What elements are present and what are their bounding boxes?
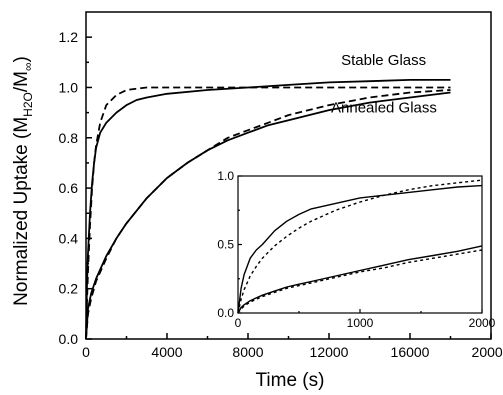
y-axis-title-part-2: /M	[11, 71, 32, 92]
annotation-stable-glass: Stable Glass	[341, 52, 426, 69]
inset-y-tick-label: 0.5	[217, 238, 234, 252]
main-y-tick-label: 0.6	[59, 180, 79, 196]
inset-series-1-dashed	[237, 179, 483, 314]
main-y-tick-label: 1.2	[59, 29, 79, 45]
y-axis-title: Normalized Uptake (MH2O/M∞)	[11, 56, 35, 306]
annotation-annealed-glass: Annealed Glass	[331, 100, 437, 117]
main-y-tick-label: 0.0	[59, 331, 79, 347]
inset-x-tick-label: 0	[235, 316, 242, 330]
main-y-tick-label: 1.0	[59, 79, 79, 95]
y-axis-title-part-1: Normalized Uptake (M	[11, 117, 32, 306]
y-axis-title-subscript: H2O	[21, 92, 35, 117]
main-series-3-dashed	[85, 89, 451, 340]
main-x-tick-label: 4000	[151, 344, 182, 360]
inset-plot: 0 1000 2000 0.0 0.5 1.0	[217, 169, 495, 330]
main-y-tick-label: 0.2	[59, 281, 79, 297]
y-axis-title-part-3: )	[11, 56, 32, 62]
main-x-tick-label: 16000	[391, 344, 430, 360]
inset-series-2-solid	[237, 245, 483, 314]
inset-series-3-dashed	[237, 249, 483, 314]
inset-x-tick-label: 2000	[469, 316, 496, 330]
main-y-tick-label: 0.8	[59, 130, 79, 146]
y-axis-title-subscript-2: ∞	[21, 62, 35, 71]
main-x-tick-label: 8000	[232, 344, 263, 360]
inset-x-tick-label: 1000	[347, 316, 374, 330]
main-x-tick-label: 0	[82, 344, 90, 360]
main-series-1-dashed	[85, 86, 451, 340]
inset-series-0-solid	[237, 184, 483, 314]
inset-y-tick-label: 1.0	[217, 169, 234, 183]
inset-y-tick-label: 0.0	[217, 306, 234, 320]
main-y-tick-label: 0.4	[59, 230, 79, 246]
main-x-tick-label: 12000	[310, 344, 349, 360]
x-axis-title: Time (s)	[256, 370, 325, 391]
